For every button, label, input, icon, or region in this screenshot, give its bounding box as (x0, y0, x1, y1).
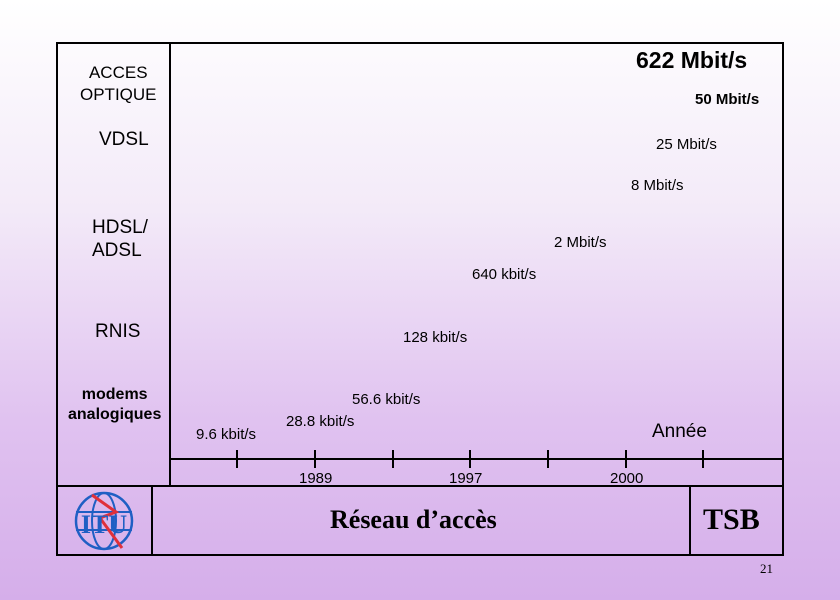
category-optical-access: ACCES OPTIQUE (80, 63, 157, 104)
category-hdsl-adsl: HDSL/ ADSL (92, 217, 148, 261)
year-1989: 1989 (299, 470, 333, 487)
category-vdsl: VDSL (99, 129, 149, 150)
rate-50-mbit: 50 Mbit/s (695, 91, 760, 108)
rate-56-6-kbit: 56.6 kbit/s (352, 391, 421, 408)
rate-28-8-kbit: 28.8 kbit/s (286, 413, 355, 430)
category-rnis: RNIS (95, 321, 141, 342)
itu-logo: ITU (74, 491, 134, 551)
rate-9-6-kbit: 9.6 kbit/s (196, 426, 257, 443)
axis-ticks (236, 450, 704, 468)
slide-frame (56, 42, 784, 556)
page-number: 21 (760, 561, 773, 576)
rate-2-mbit: 2 Mbit/s (554, 234, 607, 251)
rate-640-kbit: 640 kbit/s (472, 266, 537, 283)
rate-8-mbit: 8 Mbit/s (631, 177, 684, 194)
rate-128-kbit: 128 kbit/s (403, 329, 468, 346)
tsb-label: TSB (703, 503, 760, 536)
year-2000: 2000 (610, 470, 644, 487)
slide-title: Réseau d’accès (330, 505, 497, 534)
category-analog-modems: modems analogiques (68, 386, 162, 423)
axis-label-year: Année (652, 421, 707, 442)
rate-622-mbit: 622 Mbit/s (636, 47, 748, 73)
itu-logo-text: ITU (81, 510, 127, 539)
year-1997: 1997 (449, 470, 483, 487)
rate-25-mbit: 25 Mbit/s (656, 136, 717, 153)
